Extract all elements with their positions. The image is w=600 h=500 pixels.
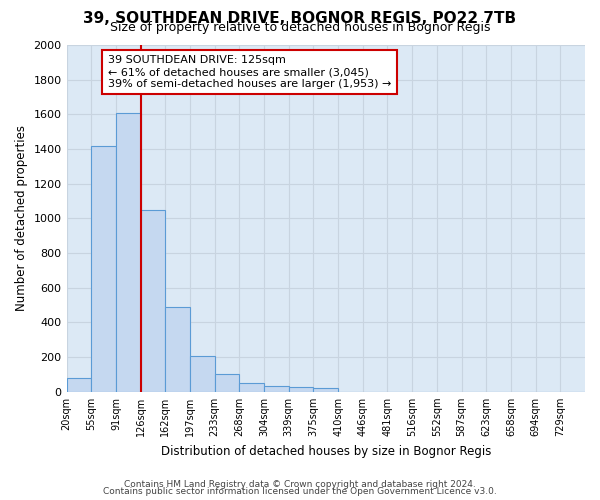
Bar xyxy=(215,374,239,392)
Y-axis label: Number of detached properties: Number of detached properties xyxy=(15,126,28,312)
Text: 39, SOUTHDEAN DRIVE, BOGNOR REGIS, PO22 7TB: 39, SOUTHDEAN DRIVE, BOGNOR REGIS, PO22 … xyxy=(83,11,517,26)
Text: Contains public sector information licensed under the Open Government Licence v3: Contains public sector information licen… xyxy=(103,487,497,496)
Bar xyxy=(264,386,289,392)
Bar xyxy=(91,146,116,392)
Bar xyxy=(239,383,264,392)
Bar xyxy=(67,378,91,392)
X-axis label: Distribution of detached houses by size in Bognor Regis: Distribution of detached houses by size … xyxy=(161,444,491,458)
Bar xyxy=(140,210,165,392)
Bar xyxy=(289,388,313,392)
Bar xyxy=(313,388,338,392)
Text: 39 SOUTHDEAN DRIVE: 125sqm
← 61% of detached houses are smaller (3,045)
39% of s: 39 SOUTHDEAN DRIVE: 125sqm ← 61% of deta… xyxy=(108,56,391,88)
Bar xyxy=(190,356,215,392)
Bar xyxy=(165,307,190,392)
Bar xyxy=(116,112,140,392)
Text: Contains HM Land Registry data © Crown copyright and database right 2024.: Contains HM Land Registry data © Crown c… xyxy=(124,480,476,489)
Text: Size of property relative to detached houses in Bognor Regis: Size of property relative to detached ho… xyxy=(110,21,490,34)
